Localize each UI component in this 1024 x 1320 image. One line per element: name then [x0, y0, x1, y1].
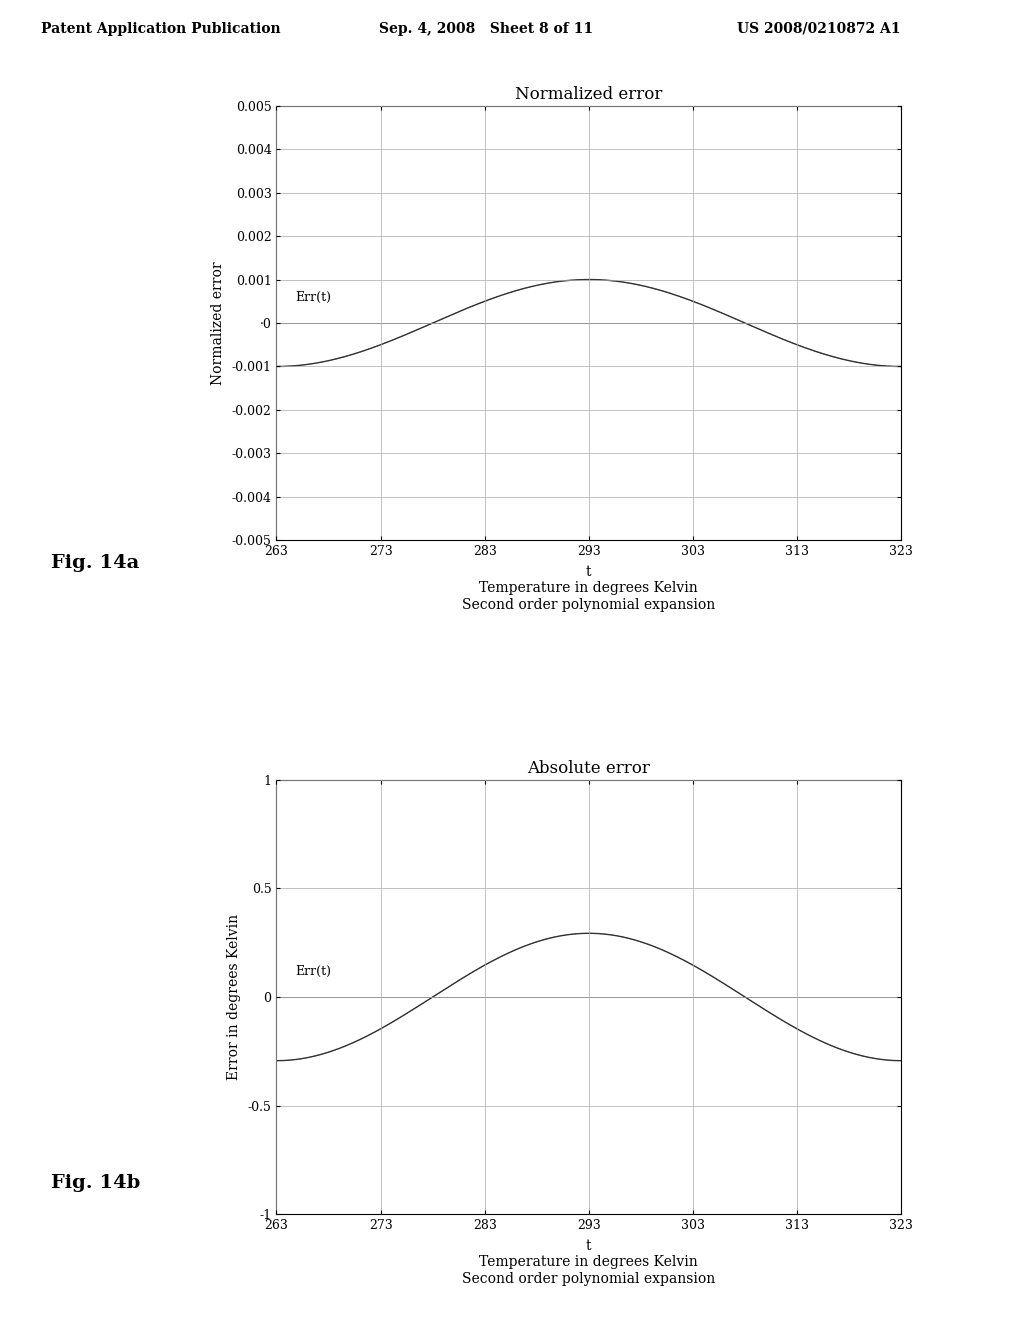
Y-axis label: Error in degrees Kelvin: Error in degrees Kelvin: [226, 913, 241, 1080]
Title: Absolute error: Absolute error: [527, 759, 650, 776]
Text: Err(t): Err(t): [295, 965, 331, 978]
X-axis label: t
Temperature in degrees Kelvin
Second order polynomial expansion: t Temperature in degrees Kelvin Second o…: [462, 1239, 716, 1286]
Text: Fig. 14a: Fig. 14a: [51, 553, 139, 572]
X-axis label: t
Temperature in degrees Kelvin
Second order polynomial expansion: t Temperature in degrees Kelvin Second o…: [462, 565, 716, 611]
Text: Fig. 14b: Fig. 14b: [51, 1173, 140, 1192]
Title: Normalized error: Normalized error: [515, 86, 663, 103]
Text: Patent Application Publication: Patent Application Publication: [41, 22, 281, 36]
Text: Sep. 4, 2008   Sheet 8 of 11: Sep. 4, 2008 Sheet 8 of 11: [379, 22, 593, 36]
Text: US 2008/0210872 A1: US 2008/0210872 A1: [737, 22, 901, 36]
Y-axis label: Normalized error: Normalized error: [211, 261, 224, 385]
Text: Err(t): Err(t): [295, 292, 331, 305]
